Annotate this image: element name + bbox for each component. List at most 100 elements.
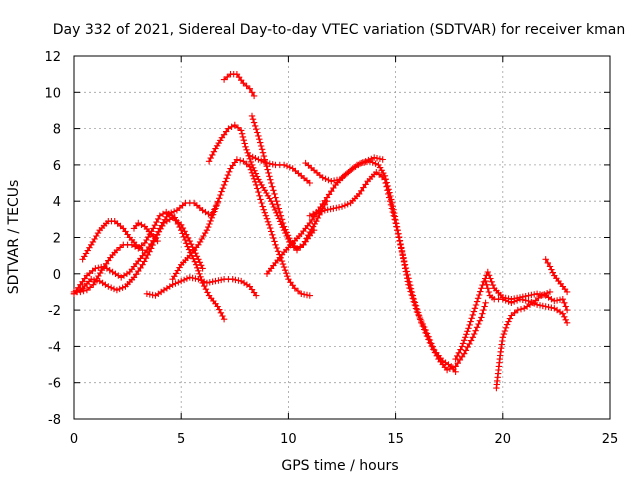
data-point	[273, 198, 280, 205]
data-point	[408, 288, 416, 296]
data-point	[205, 158, 213, 165]
data-point	[141, 258, 148, 265]
data-point	[458, 343, 466, 350]
x-axis-tick-labels: 0 5 10 15 20 25	[70, 432, 618, 447]
data-point	[481, 303, 488, 310]
data-point	[471, 305, 479, 312]
data-point	[421, 326, 428, 333]
data-point	[254, 129, 261, 136]
data-point	[206, 279, 213, 286]
data-point	[412, 302, 420, 309]
data-point	[90, 276, 98, 284]
data-point	[328, 178, 335, 185]
data-point	[249, 116, 257, 123]
data-point	[464, 328, 471, 335]
data-point	[204, 289, 211, 296]
data-point	[268, 228, 275, 235]
data-point	[513, 297, 521, 304]
data-point	[383, 179, 390, 186]
data-point	[80, 287, 87, 295]
y-tick-label: 0	[53, 268, 61, 283]
data-point	[335, 204, 343, 211]
data-point	[402, 264, 410, 272]
data-point	[211, 208, 218, 215]
data-point	[263, 215, 271, 222]
data-point	[381, 172, 389, 179]
data-point	[306, 179, 313, 187]
data-point	[142, 255, 150, 262]
data-point	[222, 178, 229, 185]
data-point	[108, 284, 115, 291]
data-point	[195, 276, 202, 283]
data-point	[207, 217, 214, 225]
series-line	[304, 156, 384, 182]
data-point	[539, 302, 546, 310]
data-point	[376, 155, 384, 162]
data-point	[83, 286, 91, 294]
data-point	[561, 299, 568, 306]
data-point	[488, 278, 495, 285]
data-point	[113, 286, 121, 294]
data-point	[268, 198, 275, 205]
data-point	[280, 161, 288, 169]
data-point	[502, 324, 510, 331]
data-point	[257, 142, 265, 150]
data-point	[254, 185, 261, 192]
data-point	[143, 290, 151, 297]
data-point	[226, 168, 233, 175]
data-point	[286, 235, 293, 242]
data-point	[411, 299, 419, 306]
data-point	[270, 187, 277, 194]
data-point	[172, 280, 179, 287]
data-point	[269, 200, 276, 208]
data-point	[393, 223, 401, 230]
data-point	[252, 170, 259, 177]
x-tick-label: 20	[495, 432, 512, 447]
data-point	[191, 258, 198, 265]
data-point	[88, 276, 95, 283]
data-point	[275, 205, 282, 212]
y-tick-label: 8	[53, 123, 61, 138]
series-arc-14	[302, 154, 386, 185]
y-tick-label: -4	[48, 340, 61, 355]
series-arc-3	[79, 218, 146, 263]
data-point	[506, 315, 514, 322]
data-point	[263, 159, 271, 167]
data-point	[294, 287, 302, 295]
data-point	[273, 244, 280, 252]
data-point	[253, 173, 261, 180]
data-point	[548, 304, 555, 311]
data-point	[300, 291, 308, 298]
data-point	[471, 330, 478, 338]
data-point	[209, 278, 216, 285]
data-point	[170, 208, 178, 215]
data-point	[465, 325, 472, 332]
series-line	[309, 171, 457, 373]
data-point	[219, 185, 227, 192]
data-point	[258, 199, 265, 207]
data-point	[484, 285, 491, 292]
data-point	[359, 159, 366, 166]
data-point	[184, 243, 191, 250]
data-point	[461, 350, 468, 357]
data-point	[414, 309, 422, 316]
data-point	[379, 156, 386, 163]
data-point	[195, 267, 202, 274]
data-point	[253, 292, 260, 299]
data-point	[365, 156, 372, 164]
data-point	[319, 174, 326, 181]
data-point	[256, 192, 263, 199]
data-point	[213, 201, 220, 209]
data-point	[113, 247, 121, 254]
data-point	[459, 340, 467, 347]
y-axis-label: SDTVAR / TECUs	[6, 180, 22, 295]
data-point	[517, 306, 525, 313]
data-point	[133, 241, 140, 248]
data-point	[562, 303, 569, 310]
data-point	[549, 269, 556, 276]
data-point	[284, 232, 292, 239]
data-point	[258, 157, 265, 164]
y-axis-tick-labels: -8 -6 -4 -2 0 2 4 6 8 10 12	[44, 50, 61, 428]
data-point	[284, 273, 291, 280]
data-point	[433, 352, 440, 359]
